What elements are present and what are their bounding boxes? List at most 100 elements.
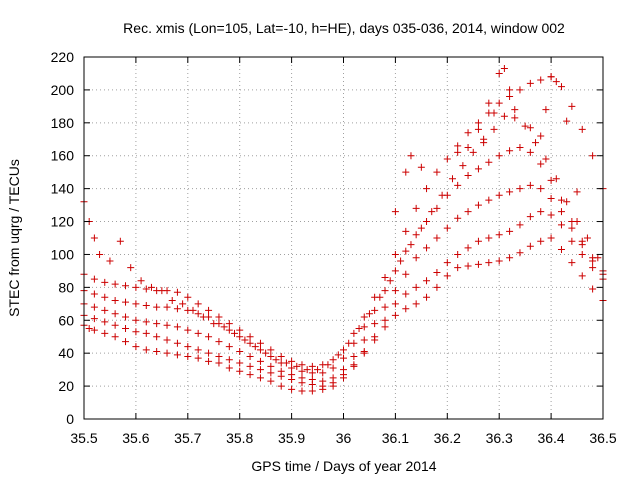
data-point xyxy=(542,106,550,114)
data-point xyxy=(407,152,415,160)
data-point xyxy=(236,359,244,367)
data-point xyxy=(532,139,540,147)
data-point xyxy=(557,196,565,204)
data-point xyxy=(163,303,171,311)
data-point xyxy=(480,139,488,147)
data-point xyxy=(101,278,109,286)
data-point xyxy=(225,320,233,328)
data-point xyxy=(90,234,98,242)
data-point xyxy=(205,333,213,341)
data-point xyxy=(215,352,223,360)
y-axis-ticks: 0 20 40 60 80 100 120 140 160 180 200 220 xyxy=(51,49,603,427)
data-point xyxy=(256,374,264,382)
data-point xyxy=(236,326,244,334)
data-point xyxy=(173,351,181,359)
data-point xyxy=(464,129,472,137)
data-point xyxy=(163,349,171,357)
data-point xyxy=(194,354,202,362)
data-point xyxy=(111,333,119,341)
data-point xyxy=(184,326,192,334)
x-tick-label: 36.5 xyxy=(589,430,616,446)
data-point xyxy=(511,106,519,114)
data-point xyxy=(474,119,482,127)
data-point xyxy=(334,351,342,359)
data-point xyxy=(241,336,249,344)
data-point xyxy=(324,361,332,369)
data-point xyxy=(391,250,399,258)
data-point xyxy=(412,254,420,262)
data-point xyxy=(433,283,441,291)
data-point xyxy=(594,254,602,262)
data-point xyxy=(111,321,119,329)
data-point xyxy=(495,231,503,239)
data-point xyxy=(205,349,213,357)
data-point xyxy=(547,234,555,242)
data-point xyxy=(568,259,576,267)
data-point xyxy=(194,329,202,337)
data-point xyxy=(516,144,524,151)
data-point xyxy=(371,320,379,328)
data-point xyxy=(391,267,399,275)
data-point xyxy=(350,361,358,369)
data-point xyxy=(526,213,534,221)
data-point xyxy=(412,300,420,308)
data-point xyxy=(90,326,98,334)
data-point xyxy=(589,285,597,293)
data-point xyxy=(433,168,441,176)
data-point xyxy=(111,297,119,305)
data-point xyxy=(101,293,109,301)
data-point xyxy=(568,224,576,232)
x-tick-label: 35.5 xyxy=(70,430,97,446)
data-point xyxy=(526,242,534,250)
data-point xyxy=(391,300,399,308)
data-point xyxy=(220,323,228,331)
data-point xyxy=(371,333,379,341)
data-point xyxy=(537,76,545,84)
data-point xyxy=(319,377,327,385)
data-point xyxy=(215,313,223,321)
x-tick-label: 35.6 xyxy=(122,430,149,446)
data-point xyxy=(454,250,462,258)
data-point xyxy=(319,369,327,377)
data-point xyxy=(101,318,109,326)
data-point xyxy=(474,165,482,173)
data-point xyxy=(443,155,451,163)
data-point xyxy=(90,303,98,311)
data-point xyxy=(340,346,347,354)
data-point xyxy=(391,311,399,319)
data-point xyxy=(464,144,472,151)
data-point xyxy=(537,237,545,245)
data-point xyxy=(547,73,555,81)
data-point xyxy=(589,264,597,272)
data-point xyxy=(526,181,534,189)
x-axis-ticks: 35.5 35.6 35.7 35.8 35.9 36 36.1 36.2 36.3 36.4 36… xyxy=(70,57,617,446)
data-point xyxy=(225,364,233,372)
data-point xyxy=(402,168,410,176)
data-point xyxy=(251,343,259,351)
data-point xyxy=(397,257,405,265)
data-point xyxy=(340,354,347,362)
data-point xyxy=(563,117,571,125)
data-point xyxy=(293,362,301,370)
data-point xyxy=(163,321,171,329)
data-point xyxy=(578,250,586,258)
data-point xyxy=(122,282,130,290)
data-point xyxy=(173,323,181,331)
data-point xyxy=(308,376,316,384)
data-point xyxy=(329,356,337,364)
data-point xyxy=(454,181,462,189)
data-point xyxy=(495,69,503,77)
data-point xyxy=(423,218,431,226)
data-point xyxy=(552,78,560,86)
x-tick-label: 36.3 xyxy=(486,430,513,446)
data-point xyxy=(360,336,368,344)
data-point xyxy=(381,287,389,295)
data-point xyxy=(267,346,275,354)
data-point xyxy=(132,316,140,324)
data-point xyxy=(557,83,565,91)
data-point xyxy=(438,191,446,199)
data-point xyxy=(303,366,311,374)
data-point xyxy=(189,306,197,314)
data-point xyxy=(443,259,451,267)
